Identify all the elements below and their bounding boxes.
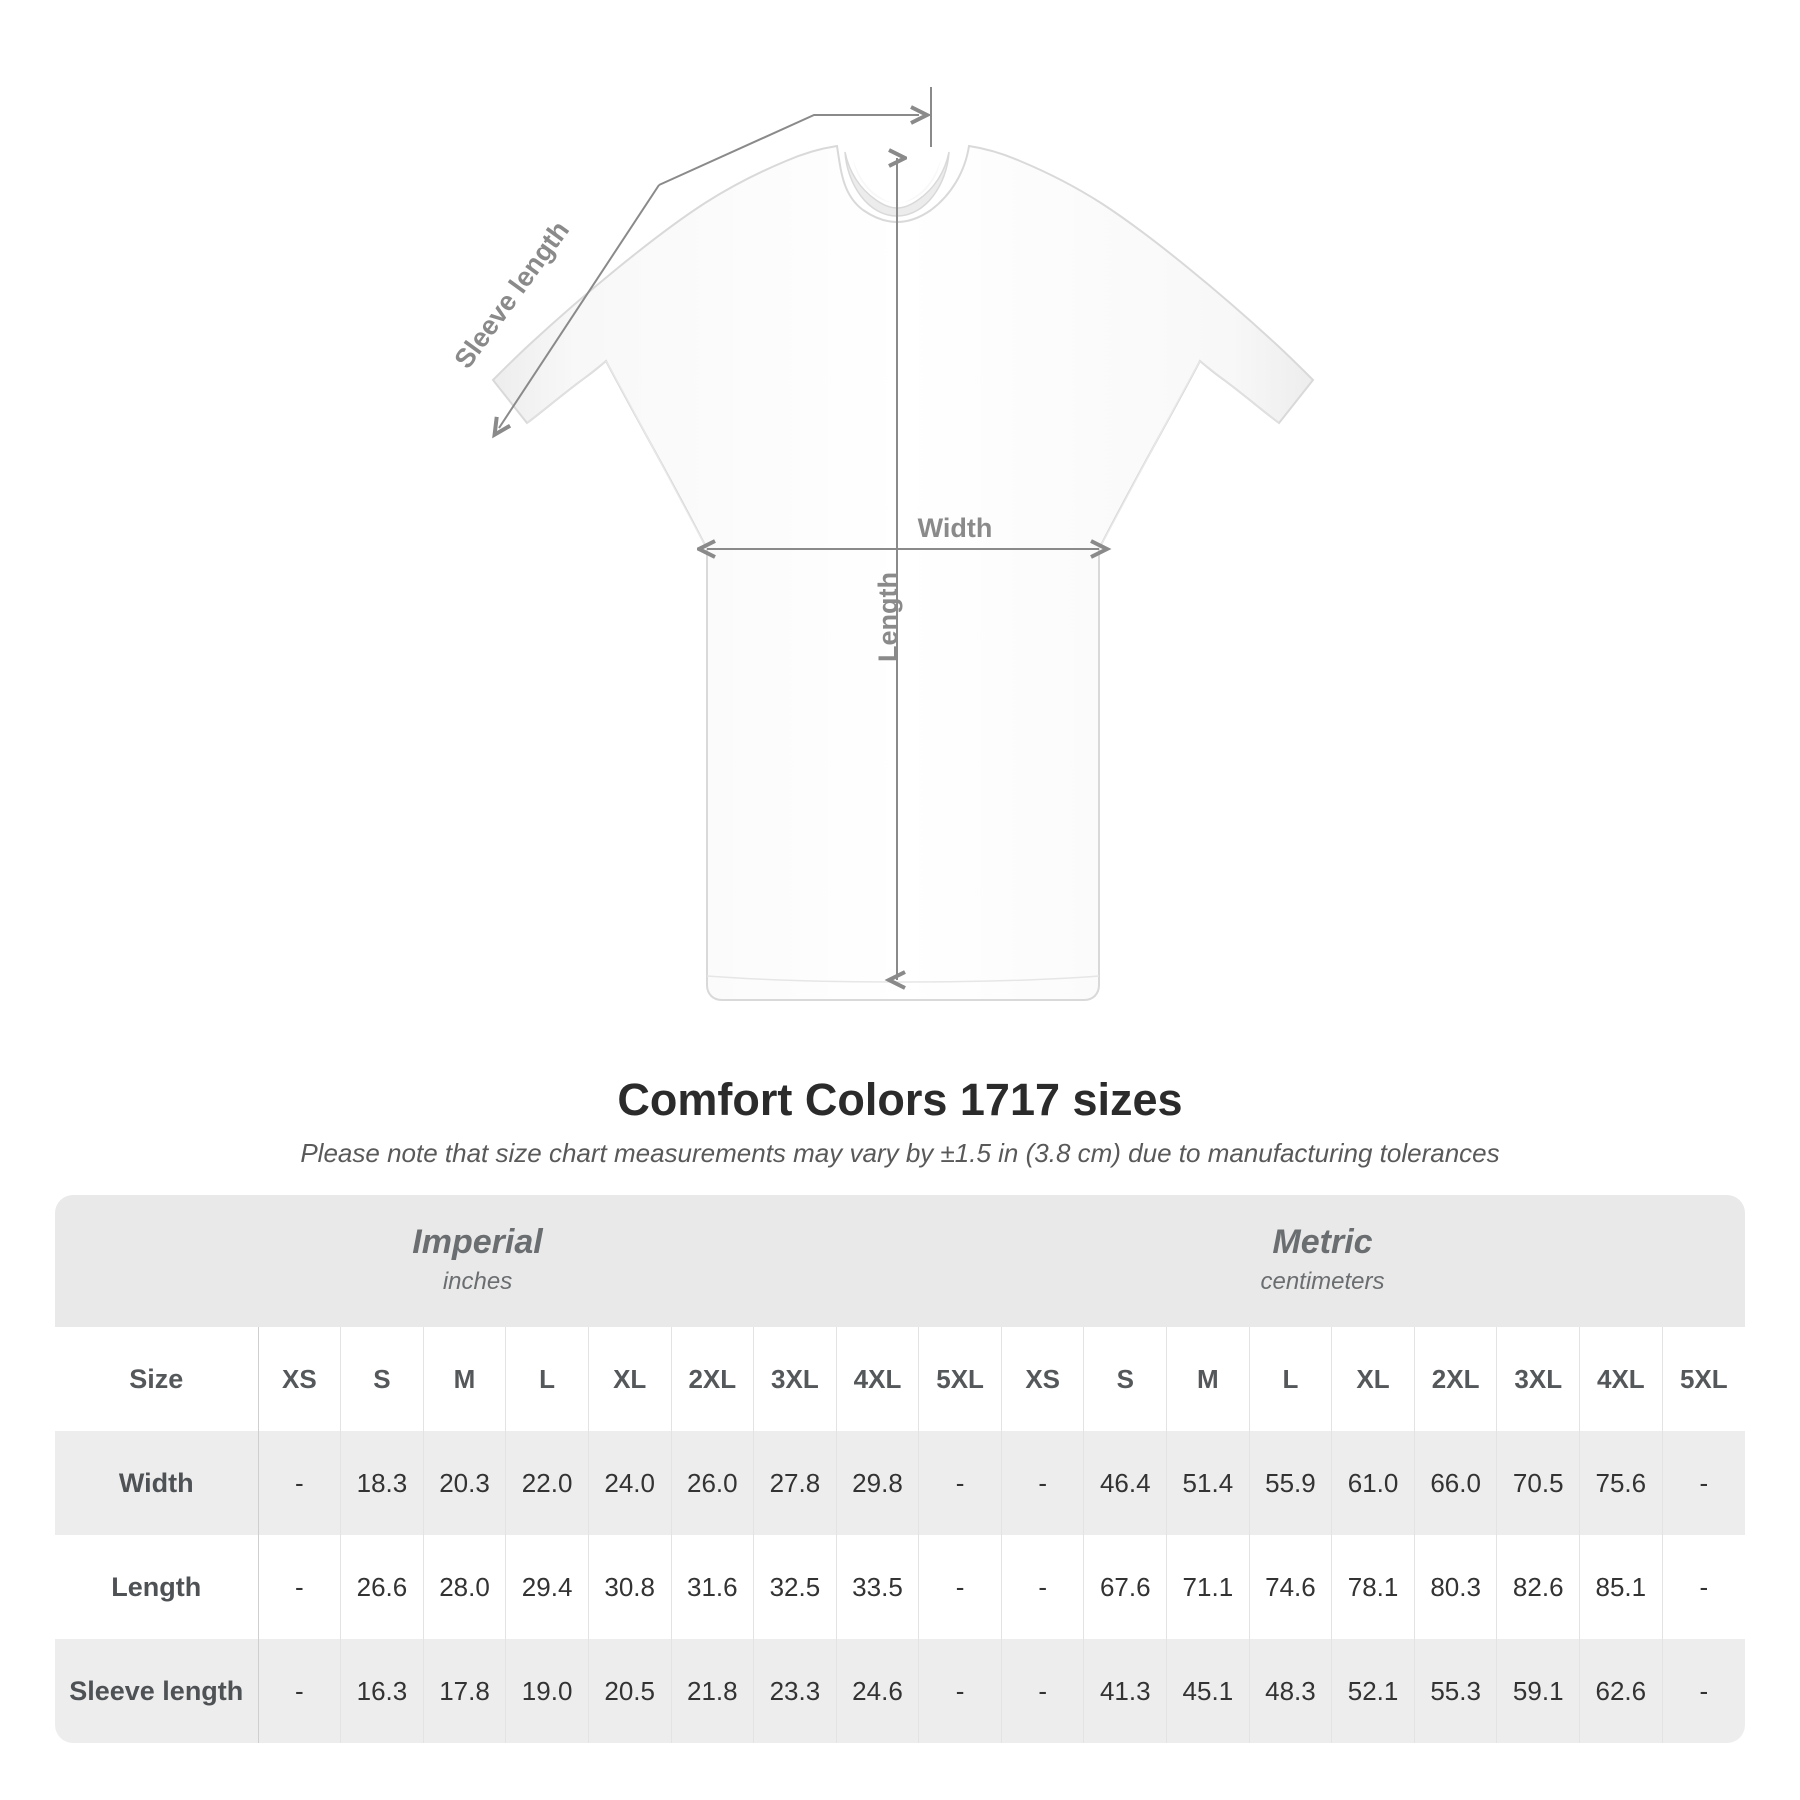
svg-text:Width: Width: [918, 513, 993, 543]
svg-text:Length: Length: [873, 572, 903, 662]
